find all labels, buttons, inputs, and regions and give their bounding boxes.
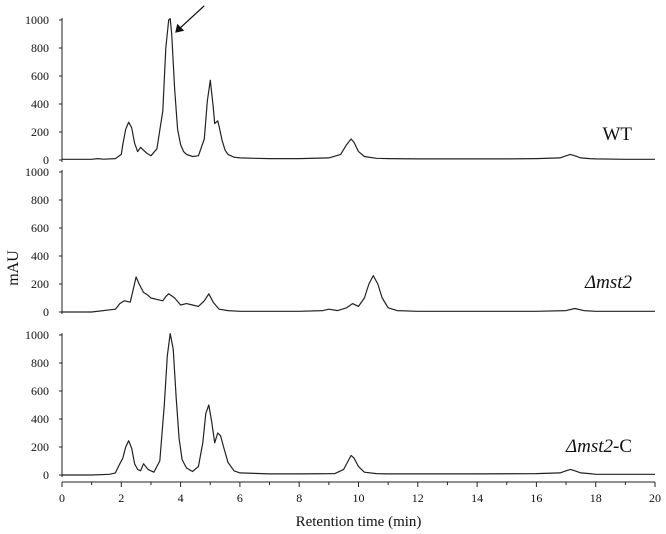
series-line: [62, 333, 655, 476]
x-tick-label: 20: [649, 491, 661, 505]
y-tick-label: 200: [31, 125, 49, 139]
y-tick-label: 1000: [25, 165, 49, 179]
y-tick-label: 600: [31, 69, 49, 83]
pb-arrow-head: [175, 23, 185, 33]
panel-2: 0 200 400 600 800 1000 Δmst2: [25, 165, 655, 319]
pb-arrow: [178, 5, 205, 30]
x-tick-label: 2: [118, 491, 124, 505]
y-axis-title: mAU: [5, 250, 22, 286]
panel-1: 0 200 400 600 800 1000 WT: [25, 13, 655, 167]
y-tick-label: 800: [31, 193, 49, 207]
y-tick-label: 200: [31, 277, 49, 291]
series-line: [62, 18, 655, 160]
y-tick-label: 1000: [25, 328, 49, 342]
y-tick-label: 200: [31, 440, 49, 454]
series-label: Δmst2-C: [565, 436, 632, 457]
x-axis-title: Retention time (min): [296, 514, 422, 530]
x-tick-label: 8: [296, 491, 302, 505]
y-tick-label: 600: [31, 221, 49, 235]
panel-3: 0 200 400 600 800 1000 Δmst2-C: [25, 328, 655, 482]
y-tick-label: 1000: [25, 13, 49, 27]
x-tick-label: 16: [530, 491, 542, 505]
x-tick-label: 10: [353, 491, 365, 505]
y-tick-label: 0: [43, 468, 49, 482]
series-label: WT: [602, 124, 632, 145]
y-tick-label: 800: [31, 41, 49, 55]
y-tick-label: 400: [31, 412, 49, 426]
x-tick-label: 0: [59, 491, 65, 505]
annotation-layer: PB: [175, 0, 217, 33]
x-tick-label: 18: [590, 491, 602, 505]
x-tick-label: 6: [237, 491, 243, 505]
series-label: Δmst2: [584, 272, 633, 293]
y-tick-label: 0: [43, 153, 49, 167]
y-tick-label: 0: [43, 305, 49, 319]
y-tick-label: 400: [31, 249, 49, 263]
x-tick-label: 4: [178, 491, 184, 505]
x-tick-label: 14: [471, 491, 483, 505]
x-tick-label: 12: [412, 491, 424, 505]
pb-annotation-label: PB: [201, 0, 217, 2]
y-tick-label: 800: [31, 356, 49, 370]
panels-layer: 0 200 400 600 800 1000 WT 0 200 400 600 800 1000 Δmst…: [25, 13, 655, 482]
series-line: [62, 275, 655, 313]
y-tick-label: 400: [31, 97, 49, 111]
x-axis: 0 2 4 6 8 10 12 14 16 18 20: [59, 481, 661, 505]
y-tick-label: 600: [31, 384, 49, 398]
